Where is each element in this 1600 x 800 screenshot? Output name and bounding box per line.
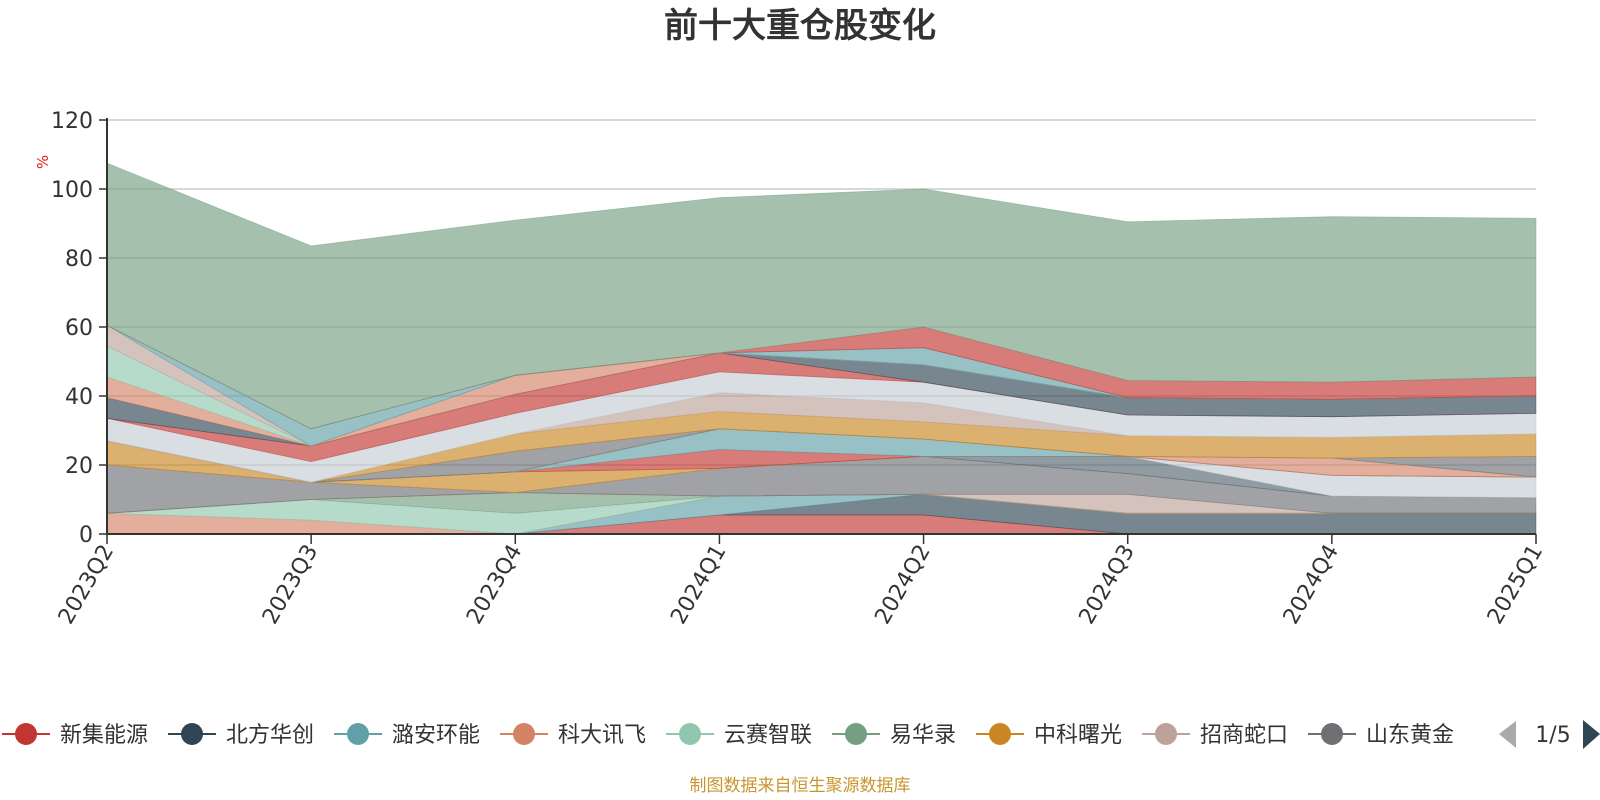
legend-dot-icon	[1155, 723, 1177, 745]
legend-dot-icon	[1321, 723, 1343, 745]
legend: 新集能源 北方华创 潞安环能 科大讯飞 云赛智联 易华录 中科曙光 招商蛇口 山东黄金 1/5	[2, 720, 1600, 749]
area-series-27[interactable]	[106, 162, 1537, 430]
legend-item[interactable]: 易华录	[832, 723, 956, 748]
legend-dot-icon	[181, 723, 203, 745]
y-tick-label: 100	[51, 178, 93, 203]
legend-item[interactable]: 云赛智联	[666, 723, 812, 748]
legend-label: 潞安环能	[392, 723, 480, 748]
chart-title: 前十大重仓股变化	[664, 6, 936, 46]
legend-item[interactable]: 山东黄金	[1308, 723, 1454, 748]
y-tick-label: 80	[65, 247, 93, 272]
x-tick-label: 2024Q1	[666, 541, 731, 629]
x-tick-label: 2024Q2	[870, 541, 935, 629]
x-tick-label: 2023Q2	[54, 541, 119, 629]
legend-label: 科大讯飞	[558, 723, 646, 748]
legend-label: 新集能源	[60, 723, 148, 748]
legend-label: 易华录	[890, 723, 956, 748]
legend-label: 云赛智联	[724, 723, 812, 748]
legend-label: 北方华创	[226, 723, 314, 748]
source-note: 制图数据来自恒生聚源数据库	[690, 776, 911, 796]
area-series-group	[106, 162, 1537, 535]
legend-page-indicator: 1/5	[1535, 723, 1570, 748]
legend-prev-page-icon[interactable]	[1499, 721, 1516, 748]
x-tick-label: 2025Q1	[1483, 541, 1548, 629]
legend-item[interactable]: 中科曙光	[976, 723, 1122, 748]
legend-item[interactable]: 潞安环能	[334, 723, 480, 748]
x-tick-label: 2023Q3	[258, 541, 323, 629]
legend-label: 招商蛇口	[1200, 723, 1288, 748]
x-tick-label: 2024Q4	[1279, 541, 1344, 629]
y-tick-label: 0	[79, 523, 93, 548]
legend-dot-icon	[15, 723, 37, 745]
y-tick-label: 40	[65, 385, 93, 410]
legend-label: 中科曙光	[1034, 723, 1122, 748]
y-tick-label: 60	[65, 316, 93, 341]
legend-dot-icon	[845, 723, 867, 745]
x-tick-label: 2024Q3	[1075, 541, 1140, 629]
y-tick-label: 20	[65, 454, 93, 479]
y-tick-label: 120	[51, 109, 93, 134]
legend-item[interactable]: 科大讯飞	[500, 723, 646, 748]
legend-dot-icon	[347, 723, 369, 745]
legend-label: 山东黄金	[1366, 723, 1454, 748]
legend-dot-icon	[513, 723, 535, 745]
legend-dot-icon	[989, 723, 1011, 745]
x-tick-label: 2023Q4	[462, 541, 527, 629]
legend-item[interactable]: 新集能源	[2, 723, 148, 748]
legend-item[interactable]: 招商蛇口	[1142, 723, 1288, 748]
legend-dot-icon	[679, 723, 701, 745]
legend-item[interactable]: 北方华创	[168, 723, 314, 748]
legend-next-page-icon[interactable]	[1583, 720, 1600, 749]
y-axis-unit-label: %	[34, 155, 52, 169]
